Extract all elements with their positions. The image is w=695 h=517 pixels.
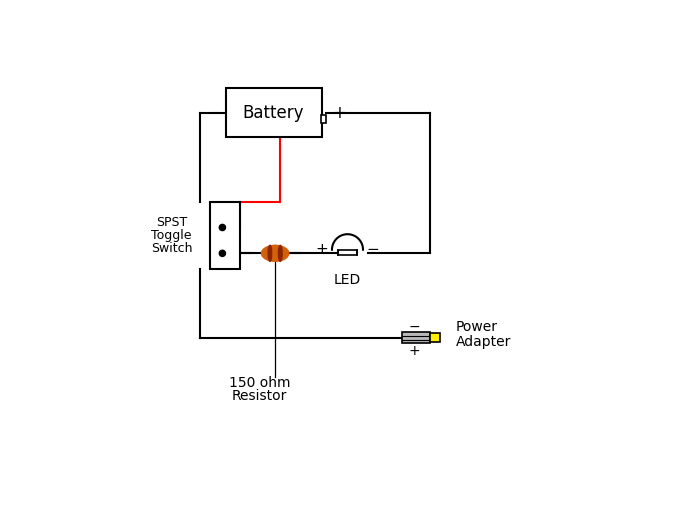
Text: Toggle: Toggle [152, 229, 192, 242]
Text: Power: Power [456, 320, 498, 334]
Text: −: − [366, 241, 379, 257]
Ellipse shape [268, 246, 272, 261]
Text: +: + [316, 241, 328, 257]
Circle shape [220, 250, 225, 256]
Text: Battery: Battery [243, 104, 304, 121]
Text: Switch: Switch [151, 241, 193, 255]
Ellipse shape [273, 246, 277, 261]
Ellipse shape [261, 246, 288, 261]
Bar [338, 250, 357, 255]
Bar [211, 202, 240, 269]
Bar [226, 88, 322, 137]
Text: +: + [332, 104, 346, 121]
Text: 150 ohm: 150 ohm [229, 375, 291, 390]
Circle shape [220, 224, 225, 231]
Text: Adapter: Adapter [456, 335, 512, 349]
Bar [430, 333, 439, 342]
Text: −: − [207, 104, 221, 121]
Text: +: + [409, 343, 420, 358]
Text: Resistor: Resistor [232, 388, 287, 403]
Text: SPST: SPST [156, 216, 188, 229]
Ellipse shape [279, 246, 282, 261]
Text: LED: LED [334, 273, 361, 287]
Text: −: − [409, 320, 420, 334]
Bar [321, 115, 327, 123]
Bar [402, 332, 430, 343]
